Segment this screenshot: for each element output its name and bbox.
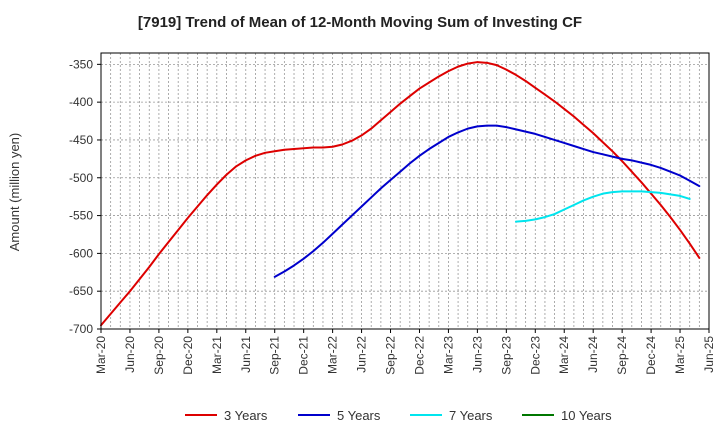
x-tick-label: Dec-24 (644, 336, 658, 375)
x-tick-label: Sep-22 (384, 336, 398, 375)
y-ticks: -350 -400 -450 -500 -550 -600 -650 -700 (69, 57, 101, 336)
x-ticks: Mar-20 Jun-20 Sep-20 Dec-20 Mar-21 Jun-21 Sep-… (94, 329, 716, 375)
y-tick-label: -650 (69, 284, 93, 298)
x-tick-label: Dec-20 (181, 336, 195, 375)
y-tick-label: -700 (69, 322, 93, 336)
x-tick-label: Mar-22 (326, 336, 340, 374)
x-tick-label: Jun-22 (355, 336, 369, 373)
x-tick-label: Jun-24 (586, 336, 600, 373)
legend-label-5-years: 5 Years (337, 408, 381, 423)
x-tick-label: Mar-23 (441, 336, 455, 374)
x-tick-label: Jun-21 (239, 336, 253, 373)
y-tick-label: -350 (69, 57, 93, 71)
grid (101, 53, 709, 330)
legend: 3 Years 5 Years 7 Years 10 Years (185, 408, 612, 423)
x-tick-label: Sep-23 (499, 336, 513, 375)
x-tick-label: Jun-25 (702, 336, 716, 373)
series-line-5-years (273, 124, 701, 278)
x-tick-label: Sep-21 (268, 336, 282, 375)
y-tick-label: -400 (69, 95, 93, 109)
y-axis-label: Amount (million yen) (7, 133, 22, 252)
y-tick-label: -550 (69, 209, 93, 223)
x-tick-label: Sep-24 (615, 336, 629, 375)
x-tick-label: Dec-23 (528, 336, 542, 375)
x-tick-label: Mar-25 (673, 336, 687, 374)
series-line-3-years (100, 61, 701, 327)
series-lines (100, 61, 701, 327)
legend-label-10-years: 10 Years (561, 408, 612, 423)
y-tick-label: -600 (69, 246, 93, 260)
x-tick-label: Mar-24 (557, 336, 571, 374)
x-tick-label: Mar-20 (94, 336, 108, 374)
legend-label-3-years: 3 Years (224, 408, 268, 423)
x-tick-label: Dec-21 (297, 336, 311, 375)
x-tick-label: Sep-20 (152, 336, 166, 375)
series-line-7-years (514, 190, 691, 223)
x-tick-label: Jun-23 (470, 336, 484, 373)
x-tick-label: Jun-20 (123, 336, 137, 373)
y-tick-label: -500 (69, 171, 93, 185)
x-tick-label: Dec-22 (412, 336, 426, 375)
chart-title: [7919] Trend of Mean of 12-Month Moving … (138, 14, 582, 31)
y-tick-label: -450 (69, 133, 93, 147)
x-tick-label: Mar-21 (210, 336, 224, 374)
legend-label-7-years: 7 Years (449, 408, 493, 423)
plot-area (100, 52, 710, 330)
